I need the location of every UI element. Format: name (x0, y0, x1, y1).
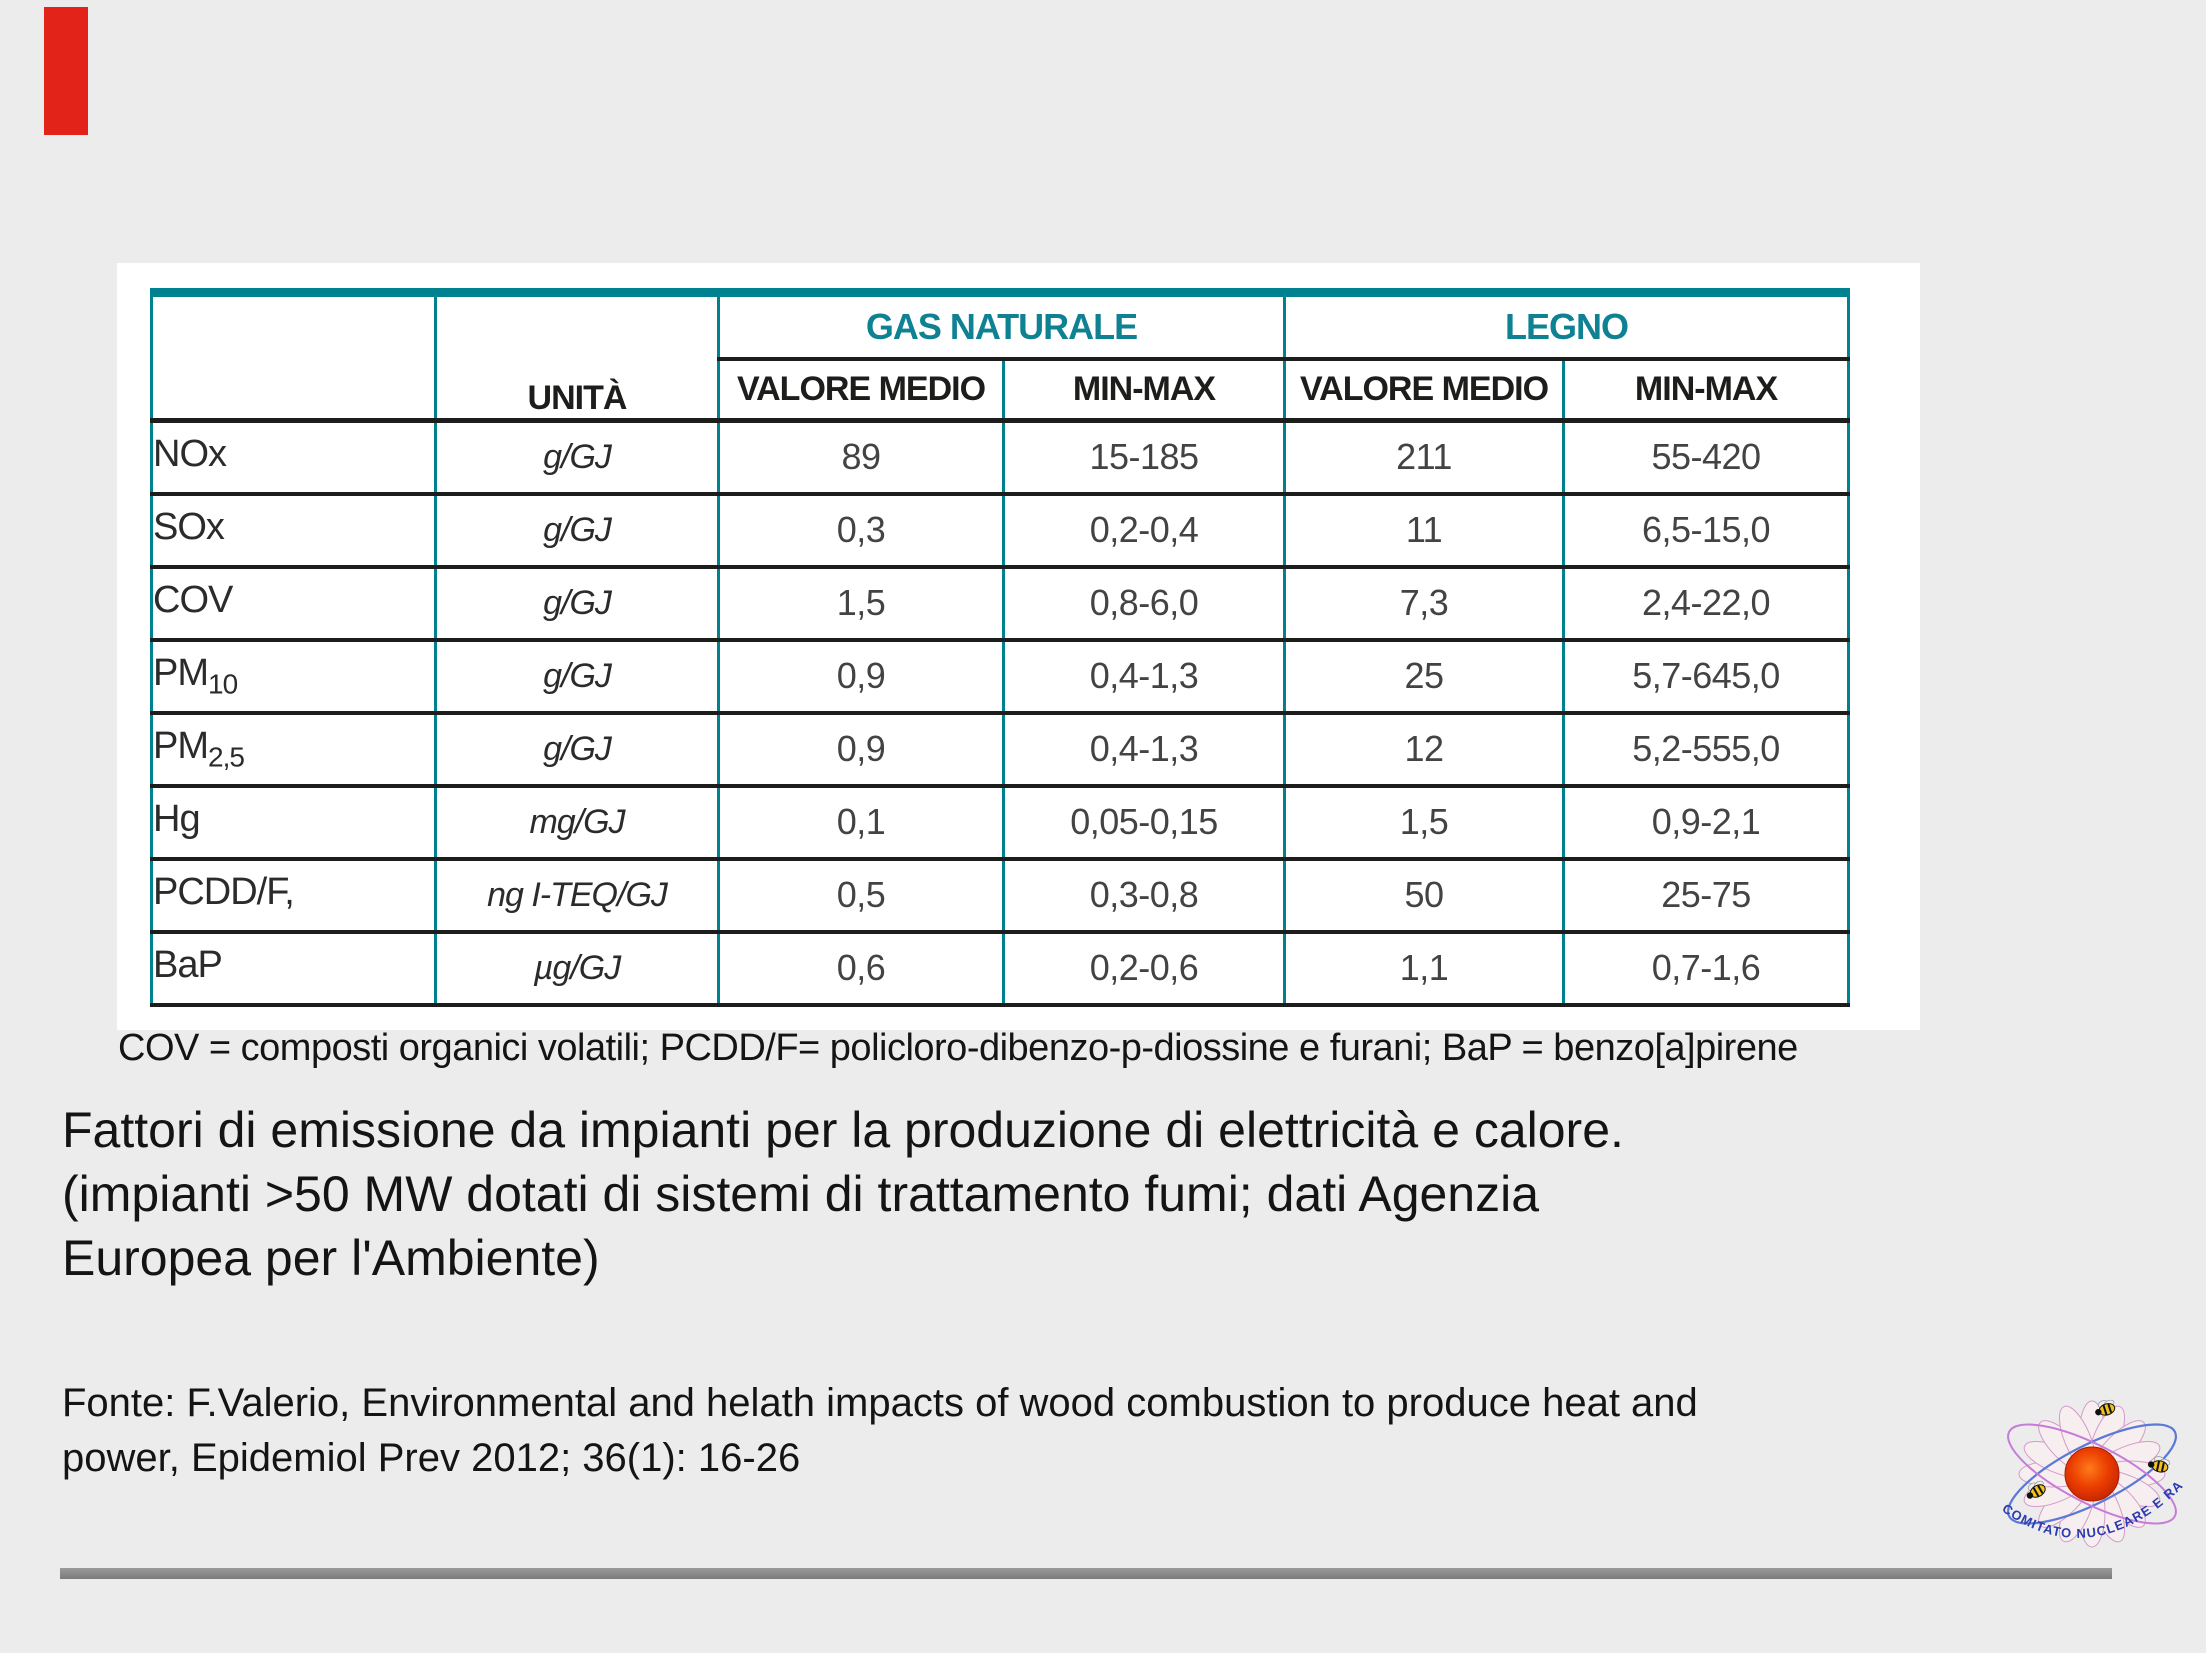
gas-min-max-cell: 15-185 (1001, 420, 1285, 496)
source-line-1: Fonte: F.Valerio, Environmental and hela… (62, 1381, 1698, 1425)
emissions-table: UNITÀ GAS NATURALE LEGNO VALORE MEDIO MI… (150, 288, 1851, 1007)
column-header-unita: UNITÀ (434, 292, 719, 423)
legno-valore-medio-cell: 7,3 (1283, 566, 1564, 642)
gas-min-max-cell: 0,8-6,0 (1001, 566, 1285, 642)
table-row: COV g/GJ 1,5 0,8-6,0 7,3 2,4-22,0 (151, 566, 1849, 642)
row-label: PM2,5 (151, 712, 436, 788)
bottom-divider-bar (60, 1568, 2112, 1579)
table-row: Hg mg/GJ 0,1 0,05-0,15 1,5 0,9-2,1 (151, 785, 1849, 861)
atom-orbit-blue (2006, 1423, 2178, 1525)
gas-min-max-cell: 0,2-0,6 (1001, 931, 1285, 1007)
row-label: NOx (151, 420, 436, 496)
table-row: NOx g/GJ 89 15-185 211 55-420 (151, 420, 1849, 496)
corner-cell (151, 292, 436, 423)
source-citation: Fonte: F.Valerio, Environmental and hela… (62, 1376, 1922, 1486)
gas-valore-medio-cell: 0,6 (717, 931, 1004, 1007)
group-header-gas-naturale: GAS NATURALE (716, 292, 1285, 361)
unit-cell: g/GJ (434, 712, 719, 788)
unit-cell: ng I-TEQ/GJ (434, 858, 719, 934)
gas-valore-medio-cell: 0,9 (717, 712, 1004, 788)
legno-valore-medio-cell: 50 (1283, 858, 1564, 934)
table-group-header-row: UNITÀ GAS NATURALE LEGNO (151, 292, 1849, 423)
gas-valore-medio-cell: 1,5 (717, 566, 1004, 642)
legno-min-max-cell: 5,2-555,0 (1562, 712, 1849, 788)
bee-icon (2026, 1480, 2046, 1499)
row-label: SOx (151, 493, 436, 569)
row-label: PM10 (151, 639, 436, 715)
group-header-legno: LEGNO (1283, 292, 1849, 361)
unit-cell: mg/GJ (434, 785, 719, 861)
slide-title-line-2: (impianti >50 MW dotati di sistemi di tr… (62, 1166, 1540, 1222)
gas-valore-medio-cell: 0,5 (717, 858, 1004, 934)
legno-valore-medio-cell: 1,5 (1283, 785, 1564, 861)
legno-min-max-cell: 6,5-15,0 (1562, 493, 1849, 569)
red-accent-bar (44, 7, 88, 135)
unit-cell: g/GJ (434, 639, 719, 715)
gas-min-max-cell: 0,4-1,3 (1001, 639, 1285, 715)
column-header-gas-valore-medio: VALORE MEDIO (717, 358, 1004, 423)
legno-min-max-cell: 5,7-645,0 (1562, 639, 1849, 715)
bee-icon (2147, 1456, 2171, 1473)
column-header-legno-valore-medio: VALORE MEDIO (1283, 358, 1564, 423)
unit-cell: g/GJ (434, 493, 719, 569)
slide-title-line-3: Europea per l'Ambiente) (62, 1230, 600, 1286)
row-label: PCDD/F, (151, 858, 436, 934)
slide-title: Fattori di emissione da impianti per la … (62, 1098, 1962, 1290)
table-legend-caption: COV = composti organici volatili; PCDD/F… (118, 1027, 1798, 1069)
table-row: SOx g/GJ 0,3 0,2-0,4 11 6,5-15,0 (151, 493, 1849, 569)
gas-valore-medio-cell: 0,1 (717, 785, 1004, 861)
legno-valore-medio-cell: 12 (1283, 712, 1564, 788)
table-row: PM2,5 g/GJ 0,9 0,4-1,3 12 5,2-555,0 (151, 712, 1849, 788)
legno-valore-medio-cell: 211 (1283, 420, 1564, 496)
legno-min-max-cell: 2,4-22,0 (1562, 566, 1849, 642)
unit-cell: g/GJ (434, 420, 719, 496)
legno-valore-medio-cell: 11 (1283, 493, 1564, 569)
table-row: PCDD/F, ng I-TEQ/GJ 0,5 0,3-0,8 50 25-75 (151, 858, 1849, 934)
gas-valore-medio-cell: 0,9 (717, 639, 1004, 715)
gas-valore-medio-cell: 89 (717, 420, 1004, 496)
row-label: COV (151, 566, 436, 642)
slide-title-line-1: Fattori di emissione da impianti per la … (62, 1102, 1624, 1158)
table-sub-header-row: VALORE MEDIO MIN-MAX VALORE MEDIO MIN-MA… (152, 358, 1849, 423)
unit-cell: g/GJ (434, 566, 719, 642)
legno-min-max-cell: 0,9-2,1 (1562, 785, 1849, 861)
unit-cell: µg/GJ (434, 931, 719, 1007)
legno-min-max-cell: 0,7-1,6 (1562, 931, 1849, 1007)
row-label: BaP (151, 931, 436, 1007)
atom-orbit-violet (2007, 1423, 2177, 1525)
gas-min-max-cell: 0,2-0,4 (1001, 493, 1285, 569)
daisy-center (2064, 1446, 2120, 1502)
column-header-legno-min-max: MIN-MAX (1562, 358, 1849, 423)
table-row: PM10 g/GJ 0,9 0,4-1,3 25 5,7-645,0 (151, 639, 1849, 715)
column-header-gas-min-max: MIN-MAX (1001, 358, 1285, 423)
legno-valore-medio-cell: 1,1 (1283, 931, 1564, 1007)
gas-valore-medio-cell: 0,3 (717, 493, 1004, 569)
gas-min-max-cell: 0,4-1,3 (1001, 712, 1285, 788)
row-label: Hg (151, 785, 436, 861)
table-row: BaP µg/GJ 0,6 0,2-0,6 1,1 0,7-1,6 (151, 931, 1849, 1007)
comitato-nucleare-e-ragione-logo: COMITATO NUCLEARE E RAGIONE (1988, 1394, 2185, 1548)
bee-icon (2095, 1399, 2116, 1416)
legno-min-max-cell: 25-75 (1562, 858, 1849, 934)
gas-min-max-cell: 0,05-0,15 (1001, 785, 1285, 861)
source-line-2: power, Epidemiol Prev 2012; 36(1): 16-26 (62, 1436, 801, 1480)
gas-min-max-cell: 0,3-0,8 (1001, 858, 1285, 934)
legno-min-max-cell: 55-420 (1562, 420, 1849, 496)
legno-valore-medio-cell: 25 (1283, 639, 1564, 715)
